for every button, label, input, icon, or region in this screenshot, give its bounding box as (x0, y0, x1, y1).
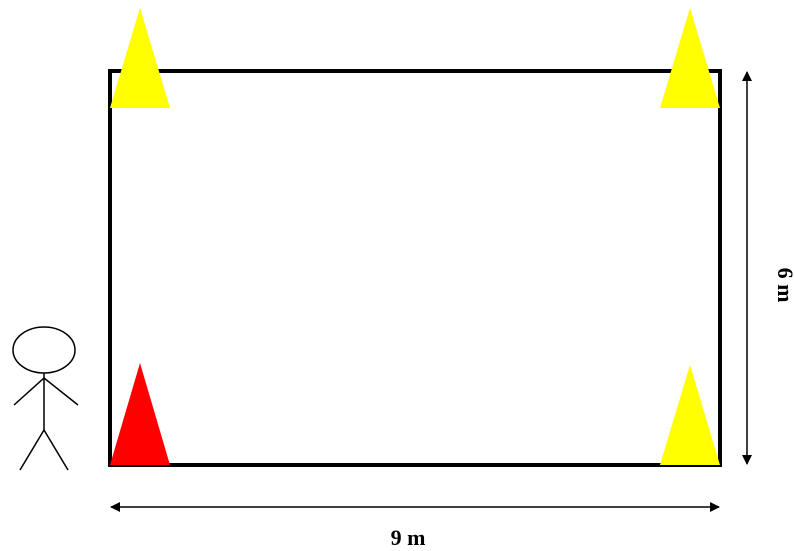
cone-bottom-right (660, 365, 720, 465)
cone-top-left (110, 8, 170, 108)
cone-top-right (660, 8, 720, 108)
field (108, 69, 722, 467)
width-label: 9 m (391, 525, 426, 550)
cone-start (110, 363, 170, 465)
person (12, 326, 79, 471)
height-label: 6 m (773, 268, 795, 303)
